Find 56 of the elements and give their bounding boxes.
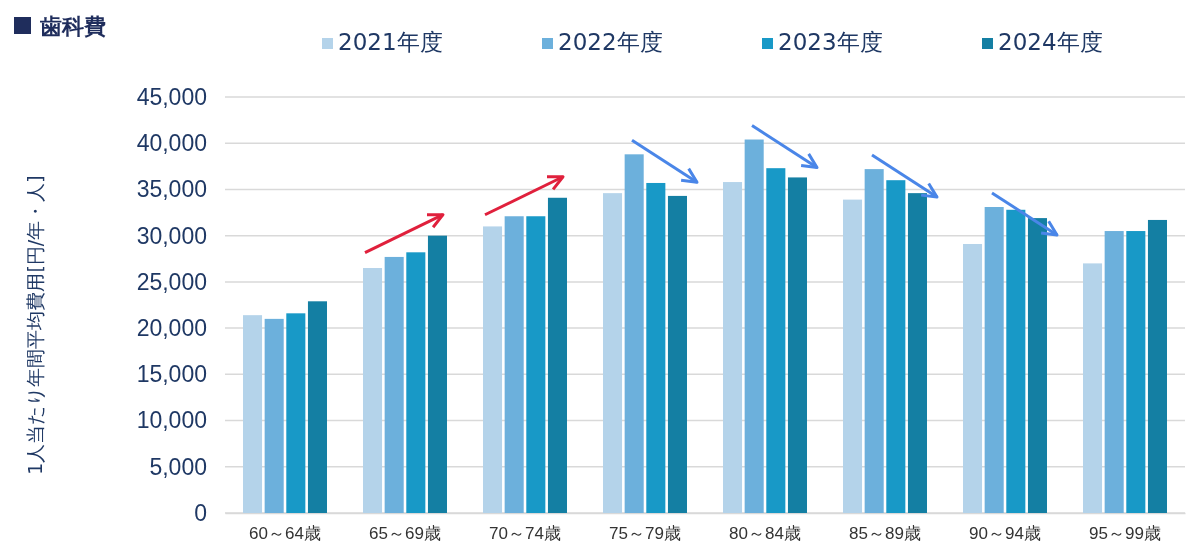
x-tick-label: 85～89歳 xyxy=(849,524,921,544)
bar xyxy=(723,182,743,513)
legend-label: 2021年度 xyxy=(338,29,443,55)
bar xyxy=(1006,209,1026,513)
y-tick-label: 35,000 xyxy=(136,176,207,203)
bar xyxy=(984,207,1004,513)
x-tick-label: 60～64歳 xyxy=(249,524,321,544)
bar xyxy=(286,313,306,513)
bar xyxy=(1027,218,1047,513)
legend-label: 2024年度 xyxy=(998,29,1103,55)
bar xyxy=(483,226,503,513)
legend-label: 2023年度 xyxy=(778,29,883,55)
bar xyxy=(384,256,404,513)
bar xyxy=(504,216,524,513)
x-tick-label: 70～74歳 xyxy=(489,524,561,544)
y-tick-label: 30,000 xyxy=(136,222,207,249)
bar xyxy=(864,169,884,513)
x-tick-label: 80～84歳 xyxy=(729,524,801,544)
y-tick-label: 40,000 xyxy=(136,130,207,157)
y-tick-label: 0 xyxy=(194,499,207,526)
y-tick-label: 45,000 xyxy=(136,83,207,110)
bar xyxy=(886,180,906,513)
x-tick-label: 75～79歳 xyxy=(609,524,681,544)
bar xyxy=(264,318,284,513)
bar xyxy=(744,139,764,513)
bar xyxy=(526,216,546,513)
chart-title: 歯科費 xyxy=(39,14,106,39)
bar xyxy=(907,193,927,513)
bar xyxy=(1083,263,1103,513)
bar xyxy=(646,182,666,513)
y-axis-title: 1人当たり年間平均費用[円/年・人] xyxy=(24,175,46,475)
legend-label: 2022年度 xyxy=(558,29,663,55)
bar xyxy=(307,301,327,513)
x-tick-label: 65～69歳 xyxy=(369,524,441,544)
bar xyxy=(603,193,623,513)
bar xyxy=(1147,219,1167,513)
bar xyxy=(963,243,983,513)
x-tick-label: 95～99歳 xyxy=(1089,524,1161,544)
bar xyxy=(547,197,567,513)
bar xyxy=(1126,231,1146,513)
y-tick-label: 10,000 xyxy=(136,407,207,434)
y-tick-label: 20,000 xyxy=(136,314,207,341)
bar xyxy=(406,252,426,513)
bar xyxy=(787,177,807,513)
x-tick-label: 90～94歳 xyxy=(969,524,1041,544)
y-tick-label: 25,000 xyxy=(136,268,207,295)
bar xyxy=(363,268,383,513)
bar xyxy=(624,154,644,513)
bar xyxy=(766,168,786,513)
y-tick-label: 5,000 xyxy=(149,453,207,480)
bar xyxy=(843,199,863,513)
bar xyxy=(243,315,263,513)
bar xyxy=(1104,231,1124,513)
y-tick-label: 15,000 xyxy=(136,361,207,388)
bar xyxy=(427,235,447,513)
bar xyxy=(667,195,687,513)
